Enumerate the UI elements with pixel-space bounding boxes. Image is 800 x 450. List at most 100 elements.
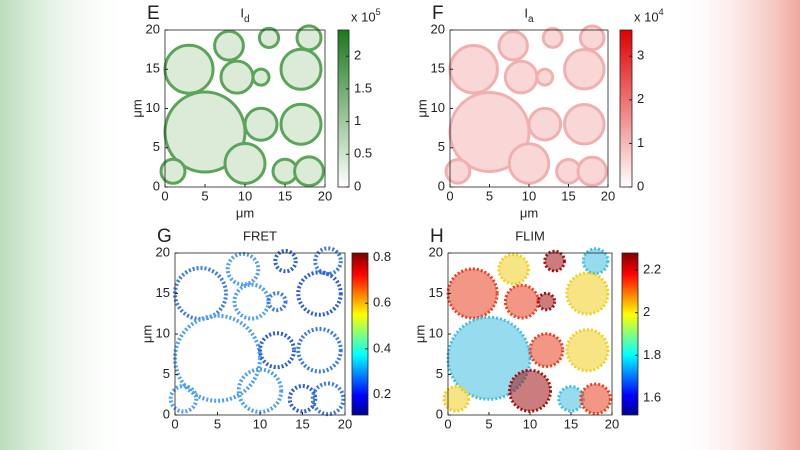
cell xyxy=(159,157,187,185)
colorbar xyxy=(351,252,369,416)
cell xyxy=(536,291,557,312)
cell xyxy=(448,44,499,95)
cell xyxy=(508,368,552,413)
y-tick-label: 5 xyxy=(163,366,170,381)
x-tick-label: 5 xyxy=(201,188,208,203)
colorbar-tick-label: 0.6 xyxy=(373,295,391,310)
panel-letter: F xyxy=(432,3,444,24)
x-tick-label: 20 xyxy=(338,416,352,431)
colorbar-tick-label: 2 xyxy=(354,48,361,63)
x-tick-label: 10 xyxy=(522,188,536,203)
x-tick-label: 5 xyxy=(486,188,493,203)
cell xyxy=(219,59,255,95)
cell xyxy=(565,328,610,373)
y-axis-label: μm xyxy=(412,325,427,343)
cell xyxy=(497,252,530,286)
cell xyxy=(527,106,563,142)
colorbar-exponent: 4 xyxy=(659,7,664,17)
y-axis-label: μm xyxy=(129,99,144,117)
colorbar-tick-label: 1.6 xyxy=(643,389,661,404)
cell xyxy=(236,367,284,414)
cell xyxy=(279,102,323,146)
cell xyxy=(287,384,318,414)
cell xyxy=(442,385,471,413)
y-tick-label: 20 xyxy=(429,244,443,259)
y-tick-label: 15 xyxy=(431,61,445,76)
colorbar-tick-label: 0 xyxy=(354,178,361,193)
x-tick-label: 0 xyxy=(446,188,453,203)
y-tick-label: 5 xyxy=(436,366,443,381)
y-tick-label: 15 xyxy=(146,61,160,76)
cell xyxy=(576,155,608,188)
x-tick-label: 5 xyxy=(214,416,221,431)
panel-letter: G xyxy=(157,226,172,247)
x-tick-label: 15 xyxy=(295,416,309,431)
cell xyxy=(444,157,472,185)
colorbar-multiplier: x 105 xyxy=(351,7,381,24)
x-axis-label: μm xyxy=(236,205,254,220)
y-tick-label: 0 xyxy=(436,406,443,421)
colorbar-exponent: 5 xyxy=(376,7,381,17)
x-axis-label: μm xyxy=(520,205,538,220)
colorbar-tick-label: 2 xyxy=(643,304,650,319)
y-tick-label: 0 xyxy=(163,406,170,421)
blur-edge xyxy=(0,0,130,450)
cell xyxy=(446,267,499,320)
cell xyxy=(279,47,323,91)
panel-letter: H xyxy=(430,226,444,247)
x-tick-label: 15 xyxy=(278,188,292,203)
colorbar-multiplier: x 104 xyxy=(634,7,664,24)
x-tick-label: 10 xyxy=(253,416,267,431)
panel-title: FLIM xyxy=(515,228,545,243)
x-tick-label: 20 xyxy=(318,188,332,203)
cell xyxy=(273,248,298,274)
x-tick-label: 10 xyxy=(238,188,252,203)
colorbar xyxy=(621,252,639,416)
colorbar-tick-label: 0.2 xyxy=(373,386,391,401)
x-tick-label: 15 xyxy=(561,188,575,203)
colorbar-tick-label: 1.8 xyxy=(643,347,661,362)
x-tick-label: 15 xyxy=(564,416,578,431)
cell xyxy=(293,155,325,188)
cell xyxy=(581,247,610,275)
y-tick-label: 10 xyxy=(429,325,443,340)
cell xyxy=(173,266,228,321)
y-tick-label: 15 xyxy=(156,285,170,300)
panel-title: Ia xyxy=(524,5,534,24)
cell xyxy=(163,43,215,95)
colorbar-tick-label: 3 xyxy=(637,48,644,63)
blur-edge xyxy=(670,0,800,450)
y-tick-label: 15 xyxy=(429,285,443,300)
image-area xyxy=(175,253,345,415)
cell xyxy=(295,24,323,52)
panel-title: FRET xyxy=(243,228,277,243)
y-tick-label: 10 xyxy=(146,100,160,115)
colorbar xyxy=(337,29,350,188)
colorbar-tick-label: 0.5 xyxy=(354,146,372,161)
cell xyxy=(232,282,271,321)
cell xyxy=(213,29,245,62)
cell xyxy=(313,246,343,276)
colorbar xyxy=(619,29,633,188)
cell xyxy=(168,384,199,414)
colorbar-tick-label: 2 xyxy=(637,91,644,106)
cell xyxy=(225,251,261,287)
panel-letter: E xyxy=(147,3,160,24)
y-axis-label: μm xyxy=(139,325,154,343)
x-tick-label: 0 xyxy=(171,416,178,431)
cell xyxy=(565,271,610,316)
title-subscript: d xyxy=(244,14,250,25)
cell xyxy=(557,385,585,413)
x-tick-label: 5 xyxy=(485,416,492,431)
y-tick-label: 5 xyxy=(438,139,445,154)
y-tick-label: 0 xyxy=(438,178,445,193)
cell xyxy=(296,270,343,317)
cell xyxy=(251,67,271,87)
x-tick-label: 20 xyxy=(605,416,619,431)
colorbar-tick-label: 0.8 xyxy=(373,249,391,264)
cell xyxy=(578,24,606,52)
cell xyxy=(563,102,606,146)
cell xyxy=(266,291,288,313)
